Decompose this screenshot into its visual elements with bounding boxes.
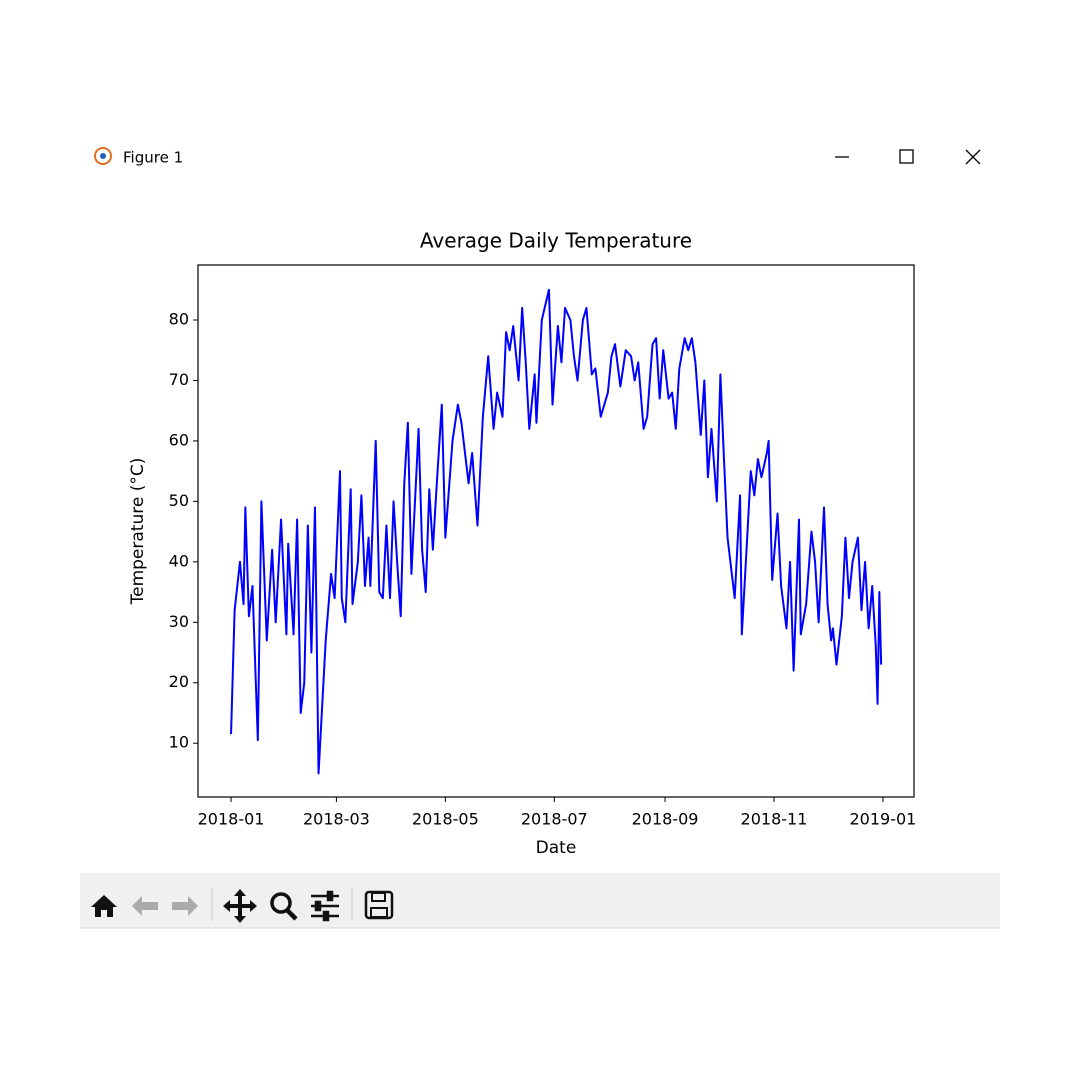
save-button[interactable] bbox=[364, 890, 394, 920]
x-tick-label: 2018-09 bbox=[632, 810, 699, 829]
x-tick-label: 2018-01 bbox=[198, 810, 265, 829]
configure-button[interactable] bbox=[311, 890, 339, 922]
y-tick-label: 70 bbox=[169, 370, 189, 389]
x-tick-label: 2018-11 bbox=[741, 810, 808, 829]
forward-button[interactable] bbox=[172, 896, 198, 916]
temperature-line bbox=[230, 288, 883, 775]
y-tick-label: 60 bbox=[169, 430, 189, 449]
chart-title: Average Daily Temperature bbox=[420, 229, 692, 253]
y-tick-label: 30 bbox=[169, 612, 189, 631]
x-tick-label: 2018-03 bbox=[303, 810, 370, 829]
x-tick-label: 2018-07 bbox=[521, 810, 588, 829]
zoom-button[interactable] bbox=[270, 892, 298, 921]
x-tick-label: 2019-01 bbox=[849, 810, 916, 829]
y-tick-label: 80 bbox=[169, 310, 189, 329]
y-tick-label: 10 bbox=[169, 733, 189, 752]
y-axis-label: Temperature (°C) bbox=[128, 458, 148, 606]
maximize-button[interactable] bbox=[899, 149, 914, 164]
pan-button[interactable] bbox=[223, 889, 257, 923]
x-tick-label: 2018-05 bbox=[412, 810, 479, 829]
y-tick-label: 20 bbox=[169, 672, 189, 691]
home-button[interactable] bbox=[91, 895, 117, 917]
app-icon bbox=[94, 147, 112, 165]
y-tick-label: 40 bbox=[169, 551, 189, 570]
window-title: Figure 1 bbox=[123, 149, 183, 167]
axes-frame bbox=[197, 264, 915, 798]
close-button[interactable] bbox=[965, 149, 981, 165]
toolbar bbox=[80, 873, 1000, 928]
y-tick-label: 50 bbox=[169, 491, 189, 510]
x-axis-label: Date bbox=[536, 838, 577, 858]
back-button[interactable] bbox=[132, 896, 158, 916]
